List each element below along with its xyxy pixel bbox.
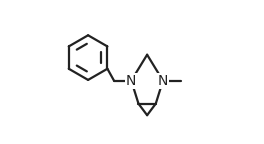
Text: N: N — [158, 74, 168, 88]
Text: N: N — [126, 74, 136, 88]
